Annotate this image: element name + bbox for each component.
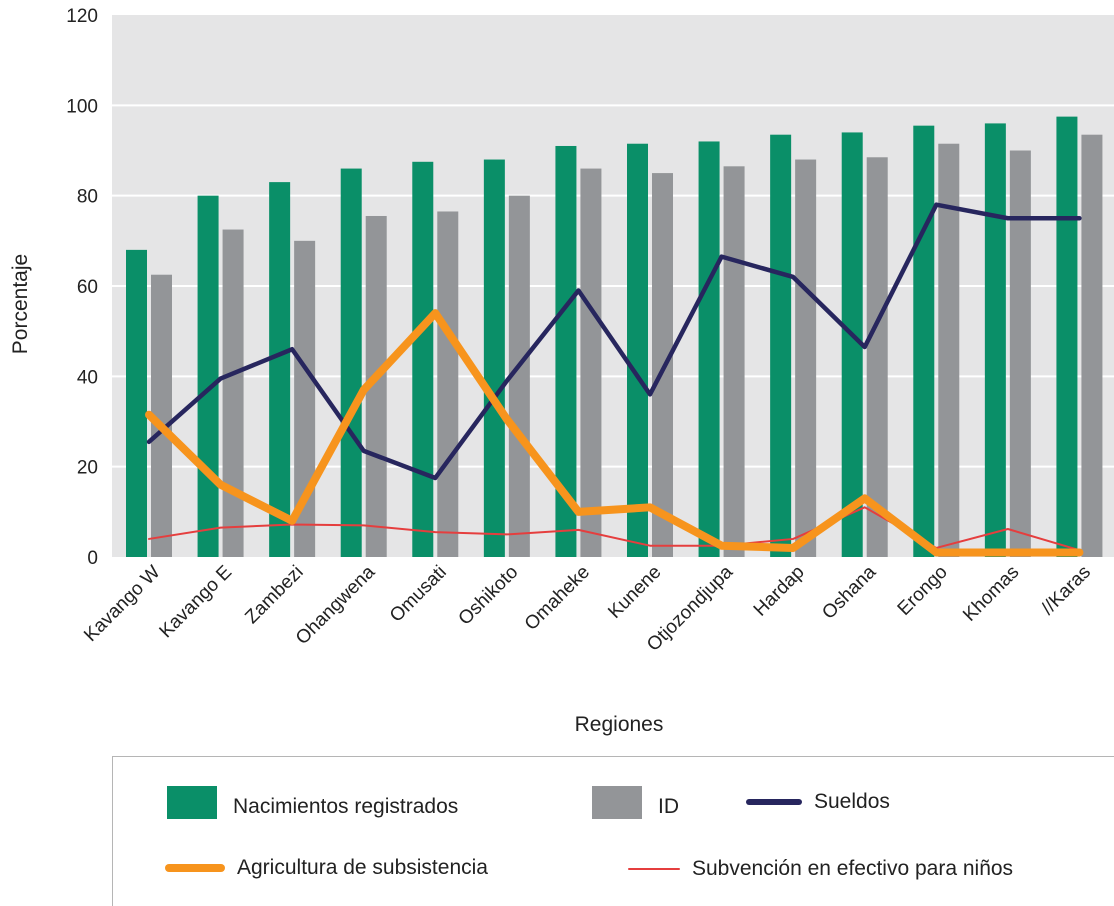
bar-nacimientos — [197, 195, 219, 557]
legend-swatch-id — [592, 785, 642, 819]
legend-item-sueldos: Sueldos — [746, 790, 890, 814]
bar-id — [1081, 134, 1103, 558]
y-tick-label: 0 — [87, 548, 98, 569]
bar-nacimientos — [483, 159, 505, 558]
bar-id — [652, 173, 673, 558]
bar-id — [365, 215, 387, 557]
bar-id — [1009, 150, 1031, 557]
x-axis-title: Regiones — [575, 713, 664, 736]
y-tick-label: 100 — [66, 96, 98, 117]
bar-id — [723, 166, 745, 557]
bar-id — [222, 229, 244, 557]
bar-nacimientos — [555, 145, 577, 557]
legend-item-agricultura: Agricultura de subsistencia — [165, 856, 488, 880]
legend-item-id: ID — [592, 785, 679, 819]
y-tick-label: 20 — [77, 458, 98, 479]
legend-item-subvencion: Subvención en efectivo para niños — [628, 857, 1013, 881]
legend-swatch-sueldos — [746, 799, 802, 805]
bar-nacimientos — [770, 134, 792, 558]
legend-swatch-subvencion — [628, 868, 680, 870]
x-tick-label: //Karas — [1038, 562, 1095, 619]
x-tick-label: Erongo — [894, 562, 952, 620]
bar-nacimientos — [984, 123, 1006, 558]
bar-nacimientos — [1056, 116, 1078, 557]
x-tick-label: Zambezi — [241, 562, 307, 628]
y-tick-label: 40 — [77, 367, 98, 388]
x-tick-label: Kunene — [604, 562, 665, 623]
bar-nacimientos — [269, 182, 291, 557]
legend-label-nacimientos: Nacimientos registrados — [233, 795, 459, 818]
bar-id — [795, 159, 817, 558]
bar-nacimientos — [627, 143, 648, 557]
bar-id — [580, 168, 602, 558]
y-tick-labels: 0 20 40 60 80 100 120 — [66, 6, 98, 569]
y-tick-label: 60 — [77, 277, 98, 298]
x-tick-label: Oshana — [818, 561, 880, 623]
bar-nacimientos — [126, 249, 147, 557]
x-tick-label: Hardap — [750, 562, 809, 621]
bar-id — [866, 157, 888, 557]
y-tick-label: 80 — [77, 187, 98, 208]
bar-nacimientos — [841, 132, 863, 557]
legend — [112, 756, 1114, 906]
y-axis-title: Porcentaje — [9, 254, 32, 354]
x-tick-label: Kavango W — [80, 562, 164, 646]
lines — [145, 202, 1084, 557]
x-tick-label: Khomas — [959, 562, 1023, 626]
legend-swatch-nacimientos — [167, 785, 217, 819]
x-tick-label: Omusati — [386, 562, 451, 627]
bar-id — [508, 195, 530, 557]
bar-nacimientos — [913, 125, 935, 558]
bar-nacimientos — [340, 168, 362, 558]
y-tick-label: 120 — [66, 6, 98, 27]
x-tick-label: Kavango E — [156, 562, 237, 643]
bar-id — [938, 143, 960, 557]
bar-id — [294, 240, 316, 558]
bar-nacimientos — [698, 141, 720, 557]
legend-label-id: ID — [658, 795, 679, 818]
legend-swatch-agricultura — [165, 864, 225, 872]
x-tick-label: Oshikoto — [455, 562, 523, 630]
legend-label-sueldos: Sueldos — [814, 790, 890, 813]
legend-label-agricultura: Agricultura de subsistencia — [237, 856, 488, 879]
bar-id — [437, 211, 459, 557]
bar-id — [151, 274, 172, 557]
legend-label-subvencion: Subvención en efectivo para niños — [692, 857, 1014, 880]
line-sueldos — [146, 202, 1082, 481]
x-tick-label: Omaheke — [521, 562, 594, 635]
bars — [126, 116, 1103, 558]
legend-item-nacimientos: Nacimientos registrados — [167, 785, 458, 819]
bar-nacimientos — [412, 161, 434, 557]
line-agricultura — [145, 309, 1084, 557]
